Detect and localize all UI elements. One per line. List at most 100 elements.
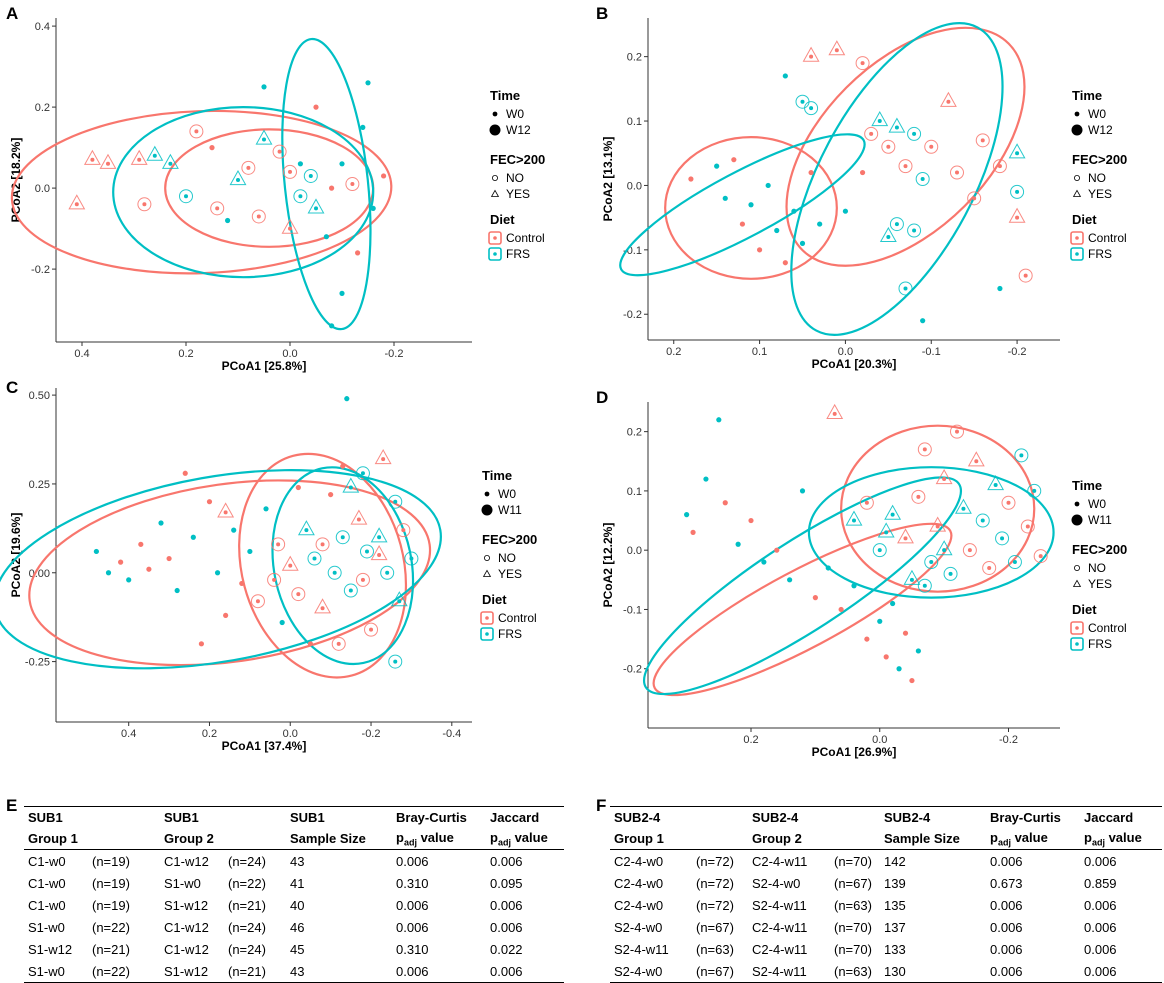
data-point [703, 476, 709, 482]
y-tick-label: 0.4 [35, 21, 50, 33]
col-header: Group 2 [748, 828, 880, 850]
cell-g2: C1-w12 [164, 853, 209, 869]
table-cell: 0.022 [486, 938, 564, 960]
cell-bray: 0.006 [990, 919, 1023, 935]
data-point [896, 666, 902, 672]
data-point [997, 285, 1003, 292]
data-point [739, 221, 746, 227]
y-tick-label: 0.1 [627, 116, 642, 128]
table-cell: C2-4-w11 (n=70) [748, 850, 880, 873]
data-point [313, 104, 319, 110]
cell-bray: 0.006 [396, 853, 429, 869]
table-cell: S1-w0 (n=22) [24, 916, 160, 938]
data-point [864, 126, 879, 141]
data-point [271, 537, 286, 552]
data-point [83, 149, 101, 165]
table-row: C1-w0 (n=19) S1-w12 (n=21) 40 0.006 0.006 [24, 894, 564, 916]
table-cell: 0.859 [1080, 872, 1162, 894]
data-point [1018, 268, 1033, 283]
legend-key-box [1070, 621, 1084, 635]
cell-g2: C1-w12 [164, 919, 209, 935]
table-cell: C1-w0 (n=19) [24, 872, 160, 894]
data-point [365, 80, 371, 86]
table-cell: S1-w12 (n=21) [160, 894, 286, 916]
data-point [279, 619, 285, 626]
data-point [950, 165, 964, 180]
data-point [782, 260, 788, 266]
cell-size: 130 [884, 963, 906, 979]
col-header-padj: padj value [392, 828, 486, 850]
data-point [917, 442, 932, 457]
data-point [239, 580, 245, 587]
stats-table-f: SUB2-4 SUB2-4 SUB2-4 Bray-Curtis Jaccard… [610, 806, 1162, 983]
data-point [1020, 519, 1035, 534]
cell-jaccard: 0.006 [490, 897, 523, 913]
table-cell: 0.310 [392, 938, 486, 960]
legend-diet-title: Diet [1072, 212, 1097, 227]
cell-g1: S2-4-w0 [614, 919, 663, 935]
data-point [992, 159, 1007, 174]
cell-bray: 0.006 [396, 919, 429, 935]
data-point [250, 594, 265, 609]
data-point [799, 488, 806, 494]
legend-fec-no: NO [506, 171, 524, 185]
legend-fec-no: NO [498, 551, 516, 565]
col-header: Sample Size [880, 828, 986, 850]
panel-letter-e: E [6, 796, 18, 815]
y-tick-label: -0.2 [623, 664, 642, 676]
data-point [907, 223, 922, 238]
data-point [828, 40, 846, 56]
table-row: S1-w12 (n=21) C1-w12 (n=24) 45 0.310 0.022 [24, 938, 564, 960]
data-point [982, 560, 997, 575]
data-point [967, 451, 985, 467]
data-point [812, 595, 818, 601]
col-header-padj: padj value [1080, 828, 1162, 850]
data-point [890, 600, 896, 607]
data-point [845, 510, 863, 526]
legend-key-dot [1075, 236, 1079, 240]
data-point [716, 417, 722, 423]
legend-diet-title: Diet [482, 592, 507, 607]
data-point [328, 491, 334, 498]
legend-w0-dot [1074, 111, 1080, 117]
table-cell: C2-4-w0 (n=72) [610, 894, 748, 916]
y-tick-label: 0.25 [29, 479, 50, 491]
x-tick-label: -0.2 [362, 728, 381, 740]
x-tick-label: -0.2 [1008, 346, 1027, 358]
cell-n2: (n=24) [228, 919, 266, 935]
data-point [879, 226, 897, 243]
table-cell: 0.006 [1080, 894, 1162, 916]
data-point [799, 240, 806, 246]
data-point [756, 247, 763, 253]
cell-jaccard: 0.006 [490, 853, 523, 869]
data-point [855, 56, 870, 71]
data-point [307, 198, 325, 214]
data-point [915, 172, 930, 186]
data-point [1033, 549, 1048, 564]
legend-time-title: Time [1072, 478, 1102, 493]
col-header: Group 1 [610, 828, 748, 850]
stats-table-e: SUB1 SUB1 SUB1 Bray-Curtis Jaccard Group… [24, 806, 564, 983]
table-cell: 40 [286, 894, 392, 916]
data-point [297, 161, 303, 167]
data-point [315, 537, 330, 552]
cell-g1: S1-w0 [28, 919, 65, 935]
data-point [314, 598, 332, 614]
data-point [924, 139, 939, 154]
data-point [138, 541, 144, 547]
legend-late-dot [489, 124, 501, 136]
legend-diet-control: Control [1088, 231, 1127, 245]
cell-n1: (n=22) [92, 919, 130, 935]
confidence-ellipse-frs [807, 466, 1055, 599]
legend-fec-no: NO [1088, 561, 1106, 575]
cell-jaccard: 0.006 [490, 919, 523, 935]
cell-g1: C2-4-w0 [614, 853, 664, 869]
cell-jaccard: 0.006 [1084, 963, 1117, 979]
x-tick-label: 0.4 [121, 728, 136, 740]
data-point [214, 570, 221, 576]
cell-size: 135 [884, 897, 906, 913]
table-cell: 0.006 [1080, 938, 1162, 960]
